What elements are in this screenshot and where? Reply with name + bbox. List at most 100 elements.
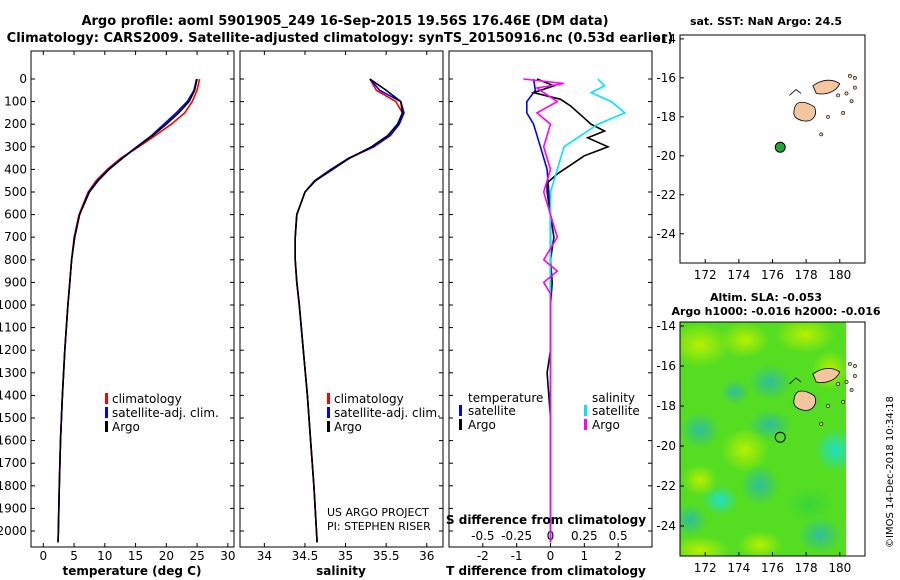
series-line-argo	[57, 78, 198, 543]
depth-tick-label: 600	[4, 208, 27, 222]
map-x-tick-label: 174	[727, 268, 750, 282]
series-line-satellite-adj-clim-	[294, 78, 405, 543]
small-island	[826, 114, 830, 119]
argo-float-marker	[774, 141, 786, 153]
x-tick-label: 25	[189, 549, 204, 563]
legend-label-satellite: satellite-adj. clim.	[334, 406, 441, 420]
x-tick-label: -1	[511, 549, 523, 563]
legend-swatch-climatology	[105, 393, 108, 404]
island-chain	[789, 377, 802, 385]
temperature-xlabel: temperature (deg C)	[63, 564, 202, 578]
difference-legend: temperature satellite Argo salinity sate…	[459, 391, 640, 432]
project-credit: US ARGO PROJECT	[327, 506, 429, 519]
map-x-tick-label: 178	[795, 268, 818, 282]
map-y-tick-label: -18	[656, 110, 676, 124]
map-y-tick-label: -24	[656, 519, 676, 533]
series-line-satellite-adj-clim-	[57, 78, 198, 543]
sst-map-frame	[679, 34, 866, 264]
depth-tick-label: 900	[4, 275, 27, 289]
map-y-tick-label: -24	[656, 227, 676, 241]
map-x-tick-label: 180	[828, 268, 851, 282]
sla-map-subtitle: Argo h1000: -0.016 h2000: -0.016	[671, 305, 880, 318]
small-island	[853, 364, 857, 368]
depth-tick-label: 1500	[0, 411, 27, 425]
salinity-legend: climatology satellite-adj. clim. Argo	[327, 392, 441, 434]
depth-tick-label: 1300	[0, 366, 27, 380]
s-tick-label: -0.25	[501, 529, 532, 543]
depth-tick-label: 2000	[0, 524, 27, 538]
depth-tick-label: 1400	[0, 388, 27, 402]
sla-patch	[748, 364, 792, 400]
island-viti-levu	[793, 390, 816, 411]
map-x-tick-label: 172	[694, 268, 717, 282]
sst-map-title: sat. SST: NaN Argo: 24.5	[690, 15, 842, 28]
legend-label-satellite: satellite-adj. clim.	[112, 406, 219, 420]
legend-label-climatology: climatology	[112, 392, 182, 406]
legend-swatch-sal-argo	[584, 419, 587, 430]
x-tick-label: 34.5	[292, 549, 319, 563]
sla-patch	[682, 464, 718, 496]
legend-swatch-satellite	[105, 407, 108, 418]
depth-tick-label: 800	[4, 253, 27, 267]
legend-label-sal-satellite: satellite	[592, 404, 640, 418]
legend-label-climatology: climatology	[334, 392, 404, 406]
legend-label-sal-argo: Argo	[592, 418, 620, 432]
legend-swatch-argo	[105, 421, 108, 432]
map-y-tick-label: -22	[656, 479, 676, 493]
legend-swatch-satellite	[327, 407, 330, 418]
legend-title-temperature: temperature	[468, 391, 543, 405]
small-island	[849, 388, 854, 392]
small-island	[841, 111, 846, 115]
sla-patch	[798, 517, 842, 553]
small-island	[819, 422, 824, 426]
s-difference-xlabel: S difference from climatology	[446, 513, 646, 527]
series-line-argo	[294, 78, 404, 543]
island-vanua-levu	[812, 368, 841, 383]
depth-axis: 0 100 200 300 400 500 600 700 800 900 1000 1100 1200…	[0, 72, 652, 538]
map-x-tick-label: 176	[761, 561, 784, 575]
sla-patch	[680, 536, 730, 556]
island-vanua-levu	[812, 79, 841, 95]
x-tick-label: 5	[70, 549, 78, 563]
small-island	[853, 75, 857, 80]
depth-tick-label: 300	[4, 140, 27, 154]
x-tick-label: 20	[159, 549, 174, 563]
small-island	[847, 74, 852, 78]
legend-swatch-climatology	[327, 393, 330, 404]
small-island	[819, 132, 824, 137]
map-x-tick-label: 176	[761, 268, 784, 282]
depth-tick-label: 1100	[0, 321, 27, 335]
figure-title-line2: Climatology: CARS2009. Satellite-adjuste…	[7, 31, 674, 46]
map-x-tick-label: 174	[727, 561, 750, 575]
series-line-climatology	[57, 78, 201, 543]
x-tick-label: 34	[257, 549, 272, 563]
sla-patch	[680, 504, 708, 536]
series-line-salinity-argo	[523, 78, 565, 543]
x-tick-label: 15	[128, 549, 143, 563]
s-tick-label: 0.25	[571, 529, 598, 543]
depth-tick-label: 1900	[0, 501, 27, 515]
x-tick-label: 10	[97, 549, 112, 563]
argo-float-marker	[774, 431, 786, 443]
map-y-tick-label: -16	[656, 71, 676, 85]
x-tick-label: -2	[477, 549, 489, 563]
small-island	[826, 404, 830, 408]
legend-swatch-temp-satellite	[459, 405, 462, 416]
small-island	[853, 85, 857, 90]
small-island	[847, 362, 852, 366]
island-viti-levu	[793, 101, 816, 122]
small-island	[849, 99, 854, 104]
legend-label-temp-satellite: satellite	[468, 404, 516, 418]
t-difference-xlabel: T difference from climatology	[446, 564, 646, 578]
series-line-climatology	[294, 78, 404, 543]
temperature-legend: climatology satellite-adj. clim. Argo	[105, 392, 219, 434]
figure-title-line1: Argo profile: aoml 5901905_249 16-Sep-20…	[81, 14, 608, 29]
depth-tick-label: 700	[4, 230, 27, 244]
temperature-plot: 0 5 10 15 20 25 30	[39, 51, 235, 563]
pi-credit: PI: STEPHEN RISER	[327, 520, 431, 533]
x-tick-label: 35.5	[373, 549, 400, 563]
depth-tick-label: 100	[4, 95, 27, 109]
sla-no-data-region	[846, 322, 865, 556]
temperature-panel-frame	[30, 50, 235, 548]
